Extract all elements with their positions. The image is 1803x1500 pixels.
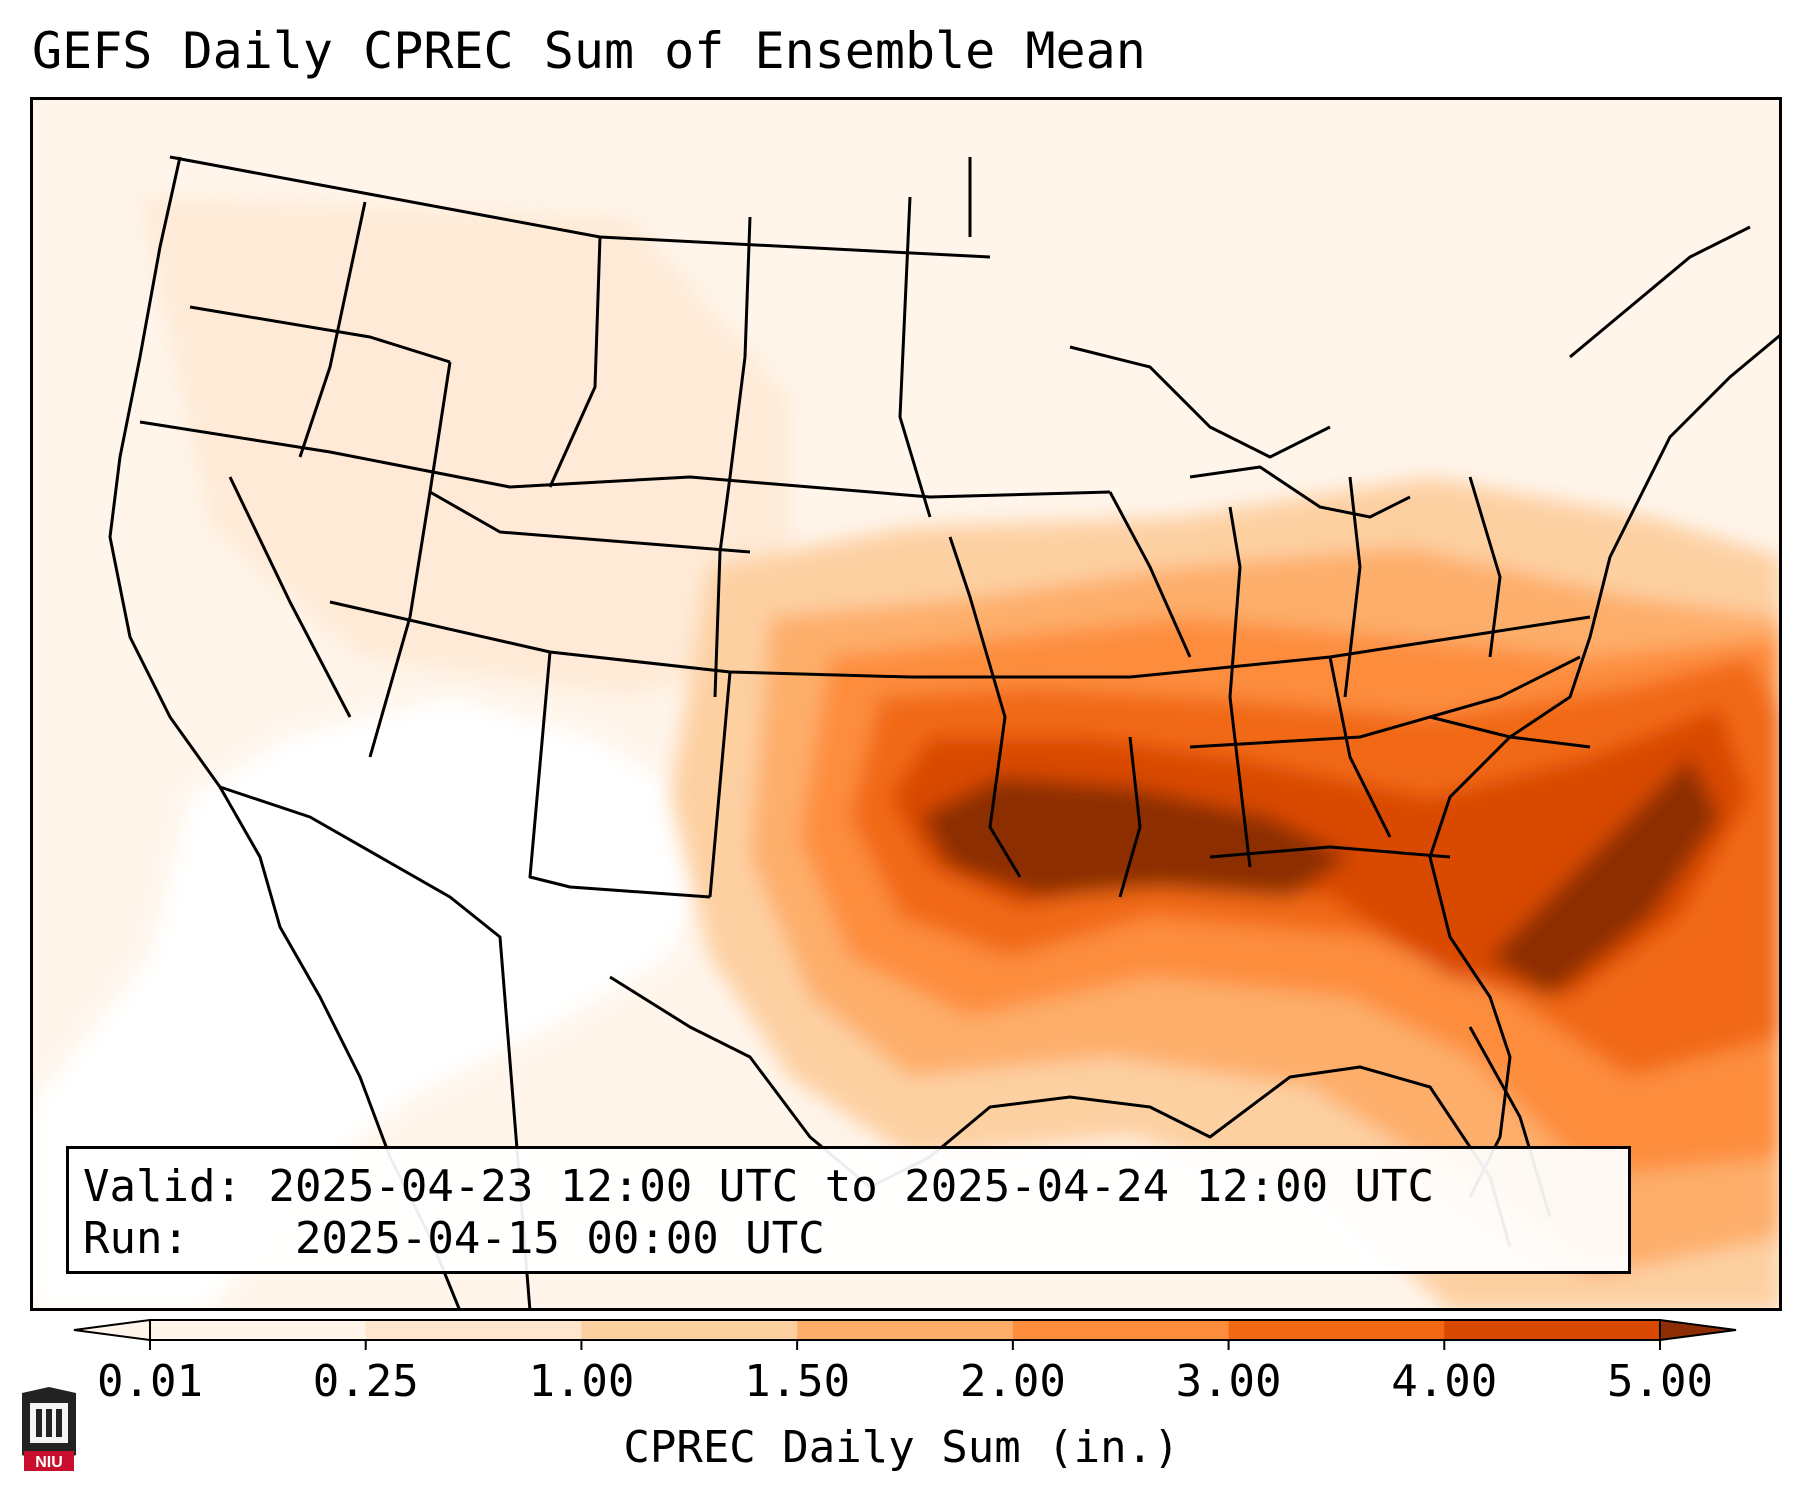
precipitation-map[interactable] — [30, 97, 1782, 1311]
colorbar-tick-label: 0.01 — [97, 1356, 203, 1407]
colorbar-segment — [1012, 1320, 1230, 1340]
colorbar-tick-label: 4.00 — [1391, 1356, 1497, 1407]
colorbar-extend-low — [73, 1318, 151, 1342]
colorbar-tick-label: 5.00 — [1607, 1356, 1713, 1407]
colorbar-extend-high — [1659, 1318, 1737, 1342]
colorbar-label: CPREC Daily Sum (in.) — [623, 1422, 1180, 1473]
state-borders — [139, 155, 1591, 1311]
precip-band-west — [140, 197, 790, 697]
precip-field — [670, 477, 1782, 1311]
run-time-value: 2025-04-15 00:00 UTC — [294, 1213, 825, 1264]
map-border — [30, 97, 1782, 1311]
colorbar-segment — [1228, 1320, 1445, 1340]
page-title: GEFS Daily CPREC Sum of Ensemble Mean — [32, 22, 1146, 80]
valid-label: Valid: — [83, 1161, 242, 1212]
valid-time-value: 2025-04-23 12:00 UTC to 2025-04-24 12:00… — [268, 1161, 1435, 1212]
run-time-line: Run: 2025-04-15 00:00 UTC — [83, 1213, 825, 1264]
colorbar-outline — [149, 1319, 1661, 1341]
map-panel[interactable] — [30, 97, 1782, 1311]
coastlines — [108, 156, 1782, 1311]
colorbar: 0.01 0.25 1.00 1.50 2.00 3.00 4.00 5.00 — [73, 1318, 1737, 1407]
colorbar-tick-label: 1.50 — [744, 1356, 850, 1407]
colorbar-tick-label: 1.00 — [528, 1356, 634, 1407]
niu-logo-icon: NIU — [22, 1387, 76, 1471]
colorbar-tick-label: 0.25 — [313, 1356, 419, 1407]
colorbar-segment — [150, 1320, 367, 1340]
niu-logo-text: NIU — [35, 1454, 63, 1471]
colorbar-tick-label: 3.00 — [1176, 1356, 1282, 1407]
colorbar-segment — [797, 1320, 1014, 1340]
valid-time-line: Valid: 2025-04-23 12:00 UTC to 2025-04-2… — [83, 1161, 1434, 1212]
run-label: Run: — [83, 1213, 189, 1264]
colorbar-segment — [365, 1320, 582, 1340]
valid-run-info-box: Valid: 2025-04-23 12:00 UTC to 2025-04-2… — [66, 1146, 1631, 1274]
colorbar-segment — [581, 1320, 798, 1340]
colorbar-tick-label: 2.00 — [960, 1356, 1066, 1407]
colorbar-segment — [1444, 1320, 1661, 1340]
